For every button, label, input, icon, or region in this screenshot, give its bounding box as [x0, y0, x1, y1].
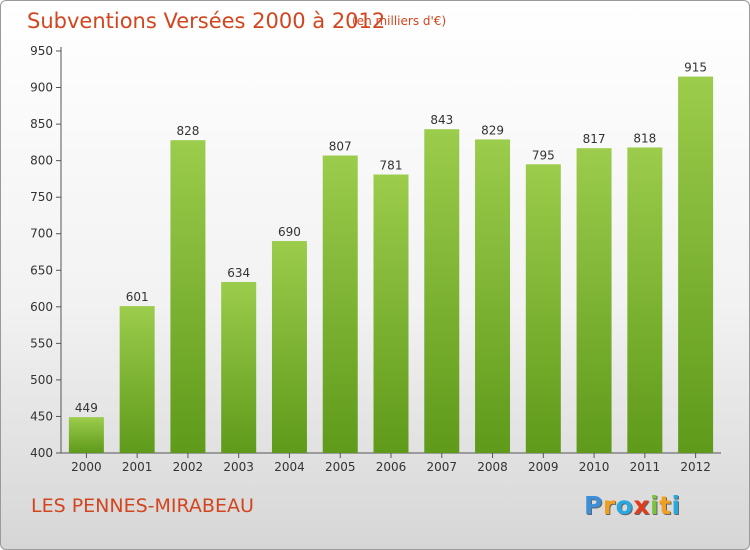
logo-letter: o	[615, 491, 634, 520]
data-label-2004: 690	[278, 225, 301, 239]
data-label-2000: 449	[75, 401, 98, 415]
data-label-2003: 634	[227, 266, 250, 280]
y-tick-label: 600	[30, 300, 53, 314]
bar-2009	[525, 164, 561, 454]
x-tick-label-2009: 2009	[528, 460, 559, 474]
y-tick-label: 400	[30, 446, 53, 460]
bar-2010	[576, 148, 612, 453]
logo-letter: x	[633, 491, 650, 520]
data-label-2011: 818	[633, 131, 656, 145]
x-tick-label-2004: 2004	[274, 460, 305, 474]
y-tick-label: 550	[30, 336, 53, 350]
chart-title: Subventions Versées 2000 à 2012	[27, 9, 386, 33]
bar-2007	[424, 129, 460, 453]
x-tick-label-2000: 2000	[71, 460, 102, 474]
data-label-2007: 843	[430, 113, 453, 127]
logo-letter: t	[659, 491, 672, 520]
data-label-2005: 807	[329, 140, 352, 154]
bar-2004	[271, 241, 307, 453]
bar-2008	[475, 139, 511, 453]
x-tick-label-2003: 2003	[223, 460, 254, 474]
chart-subtitle: (en milliers d'€)	[352, 14, 447, 28]
data-label-2008: 829	[481, 123, 504, 137]
y-tick-label: 900	[30, 81, 53, 95]
data-label-2012: 915	[684, 61, 707, 75]
bar-2006	[373, 174, 409, 454]
logo-letter: r	[602, 491, 616, 520]
bar-chart: 400 450 500 550 600 650 700 750 800 850 900 950 449 2…	[30, 44, 721, 474]
proxiti-logo: Proxiti	[584, 491, 681, 520]
x-tick-label-2011: 2011	[630, 460, 661, 474]
data-label-2010: 817	[583, 132, 606, 146]
x-tick-label-2005: 2005	[325, 460, 356, 474]
bar-2003	[221, 281, 257, 453]
y-tick-label: 950	[30, 44, 53, 58]
y-tick-label: 450	[30, 409, 53, 423]
x-tick-label-2010: 2010	[579, 460, 610, 474]
bar-2001	[119, 306, 155, 453]
bar-2000	[68, 417, 104, 453]
y-tick-label: 850	[30, 117, 53, 131]
logo-letter: i	[671, 491, 681, 520]
place-name: LES PENNES-MIRABEAU	[31, 495, 254, 517]
bar-2005	[322, 155, 358, 453]
bar-2011	[627, 147, 663, 454]
logo-letter: P	[584, 491, 603, 520]
y-tick-label: 800	[30, 154, 53, 168]
bar-2012	[678, 76, 714, 453]
x-tick-label-2002: 2002	[173, 460, 204, 474]
x-tick-label-2001: 2001	[122, 460, 153, 474]
x-tick-label-2007: 2007	[426, 460, 457, 474]
y-tick-label: 500	[30, 373, 53, 387]
x-tick-label-2008: 2008	[477, 460, 508, 474]
y-tick-label: 750	[30, 190, 53, 204]
data-label-2002: 828	[176, 124, 199, 138]
x-tick-label-2006: 2006	[376, 460, 407, 474]
data-label-2009: 795	[532, 148, 555, 162]
logo-letter: i	[650, 491, 660, 520]
y-tick-label: 700	[30, 227, 53, 241]
x-tick-label-2012: 2012	[680, 460, 711, 474]
data-label-2001: 601	[126, 290, 149, 304]
data-label-2006: 781	[380, 159, 403, 173]
bar-2002	[170, 140, 206, 454]
y-tick-label: 650	[30, 263, 53, 277]
